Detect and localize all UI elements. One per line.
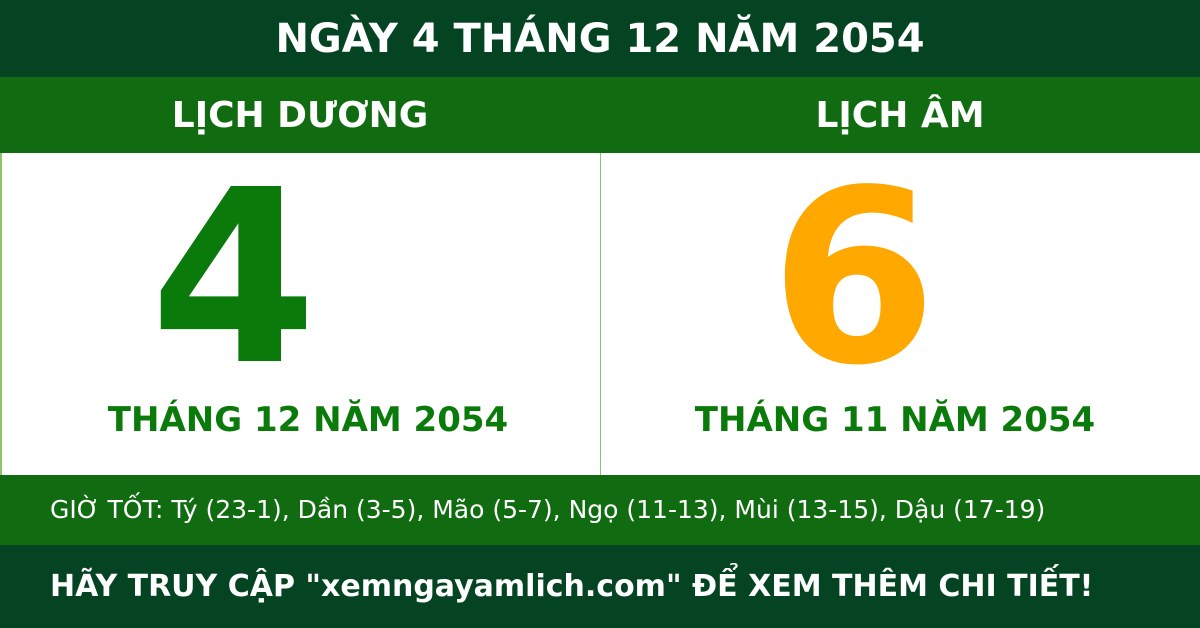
- good-hours: GIỜ TỐT: Tý (23-1), Dần (3-5), Mão (5-7)…: [0, 475, 1200, 545]
- footer-cta: HÃY TRUY CẬP "xemngayamlich.com" ĐỂ XEM …: [0, 545, 1200, 628]
- solar-month-year: THÁNG 12 NĂM 2054: [107, 400, 509, 440]
- solar-day: 4: [150, 138, 317, 418]
- calendar-headers: LỊCH DƯƠNG LỊCH ÂM: [0, 77, 1200, 153]
- page-title: NGÀY 4 THÁNG 12 NĂM 2054: [0, 0, 1200, 77]
- lunar-calendar-label: LỊCH ÂM: [815, 95, 985, 136]
- solar-calendar-label: LỊCH DƯƠNG: [171, 95, 429, 136]
- lunar-month-year: THÁNG 11 NĂM 2054: [694, 400, 1096, 440]
- lunar-day: 6: [770, 138, 937, 418]
- divider: [600, 153, 601, 475]
